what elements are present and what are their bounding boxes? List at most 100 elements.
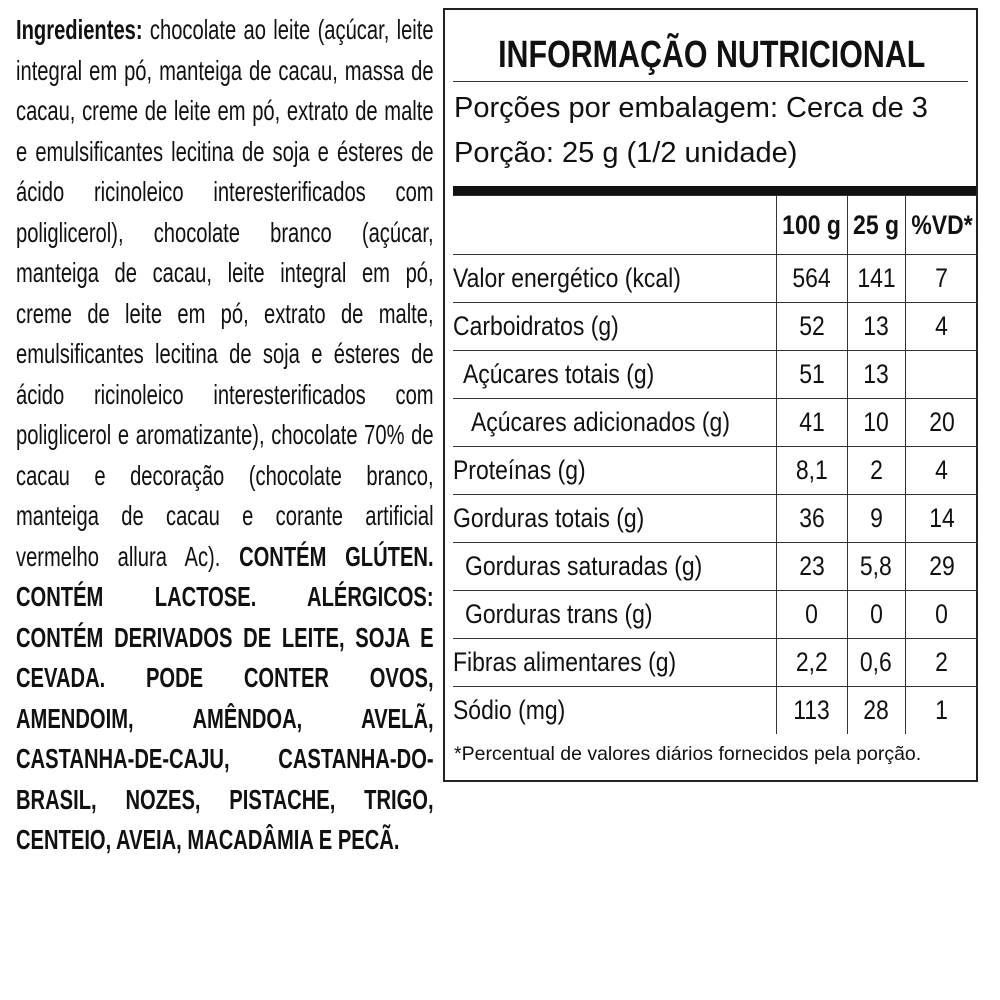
footnote: *Percentual de valores diários fornecido…	[454, 743, 922, 765]
label-cell: Proteínas (g)	[453, 446, 777, 495]
value-cell: 9	[846, 494, 906, 543]
nutrient-row: Gorduras totais (g) 36 9 14	[453, 494, 978, 543]
header-cell: 25 g	[846, 195, 906, 255]
value-cell: 0,6	[846, 638, 906, 687]
nutrition-table: 100 g 25 g %VD* Valor energético (kcal) 564 1…	[453, 195, 978, 734]
value-cell: 52	[775, 302, 848, 351]
nutrient-value: 0	[935, 599, 949, 629]
ingredients: Ingredientes: chocolate ao leite (açúcar…	[16, 10, 434, 861]
nutrient-row: Açúcares adicionados (g) 41 10 20	[453, 398, 978, 447]
nutrient-value: 13	[863, 359, 889, 389]
nutrient-value: 113	[793, 695, 830, 725]
value-cell: 1	[904, 686, 978, 734]
nutrient-name: Gorduras totais (g)	[453, 503, 645, 533]
nutrient-value: 14	[928, 503, 955, 533]
value-cell: 0	[904, 590, 978, 639]
nutrition-title: INFORMAÇÃO NUTRICIONAL	[498, 34, 926, 76]
value-cell: 0	[775, 590, 848, 639]
nutrient-value: 0	[805, 599, 818, 629]
value-cell: 29	[904, 542, 978, 591]
value-cell: 14	[904, 494, 978, 543]
label-cell: Gorduras trans (g)	[453, 590, 777, 639]
nutrient-value: 7	[935, 263, 949, 293]
value-cell: 10	[846, 398, 906, 447]
nutrient-row: Açúcares totais (g) 51 13	[453, 350, 978, 399]
nutrient-value: 36	[798, 503, 825, 533]
nutrient-name: Açúcares adicionados (g)	[471, 407, 730, 437]
label-cell: Gorduras saturadas (g)	[453, 542, 777, 591]
nutrient-name: Sódio (mg)	[453, 695, 566, 725]
nutrient-value: 9	[869, 503, 883, 533]
header-cell: %VD*	[904, 195, 978, 255]
nutrient-value: 20	[928, 407, 955, 437]
label-cell: Açúcares totais (g)	[453, 350, 777, 399]
value-cell: 564	[775, 254, 848, 303]
column-header: 100 g	[782, 209, 841, 240]
nutrient-name: Gorduras saturadas (g)	[465, 551, 703, 581]
nutrient-name: Gorduras trans (g)	[465, 599, 653, 629]
header-cell: 100 g	[775, 195, 848, 255]
value-cell: 28	[846, 686, 906, 734]
nutrient-name: Valor energético (kcal)	[453, 263, 681, 293]
nutrient-value: 10	[863, 407, 889, 437]
value-cell: 113	[775, 686, 848, 734]
value-cell: 13	[846, 302, 906, 351]
value-cell: 20	[904, 398, 978, 447]
nutrient-row: Proteínas (g) 8,1 2 4	[453, 446, 978, 495]
servings: Porções por embalagem: Cerca de 3	[454, 92, 928, 124]
value-cell: 7	[904, 254, 978, 303]
label-cell: Carboidratos (g)	[453, 302, 777, 351]
nutrient-value: 52	[798, 311, 825, 341]
label-cell: Açúcares adicionados (g)	[453, 398, 777, 447]
nutrient-row: Fibras alimentares (g) 2,2 0,6 2	[453, 638, 978, 687]
value-cell: 2,2	[775, 638, 848, 687]
header-row: 100 g 25 g %VD*	[453, 195, 978, 255]
value-cell: 2	[846, 446, 906, 495]
serving-size: Porção: 25 g (1/2 unidade)	[454, 137, 798, 169]
rule	[453, 81, 968, 82]
nutrient-value: 23	[798, 551, 825, 581]
nutrient-value: 5,8	[860, 551, 892, 581]
label-cell: Gorduras totais (g)	[453, 494, 777, 543]
value-cell: 0	[846, 590, 906, 639]
column-header: %VD*	[911, 209, 973, 240]
column-header: 25 g	[853, 209, 899, 240]
value-cell: 13	[846, 350, 906, 399]
value-cell: 4	[904, 302, 978, 351]
nutrient-value: 2,2	[795, 647, 828, 677]
nutrient-value: 1	[935, 695, 949, 725]
nutrient-value: 0,6	[860, 647, 892, 677]
nutrient-value: 2	[869, 455, 883, 485]
value-cell: 5,8	[846, 542, 906, 591]
nutrient-value: 29	[928, 551, 955, 581]
value-cell: 141	[846, 254, 906, 303]
nutrient-row: Gorduras saturadas (g) 23 5,8 29	[453, 542, 978, 591]
nutrient-value: 0	[869, 599, 883, 629]
nutrient-value: 4	[935, 311, 949, 341]
nutrient-value: 28	[863, 695, 889, 725]
nutrient-value: 13	[863, 311, 889, 341]
nutrient-value: 51	[798, 359, 825, 389]
nutrient-value: 41	[798, 407, 825, 437]
thick-rule	[453, 186, 976, 195]
value-cell: 4	[904, 446, 978, 495]
value-cell: 51	[775, 350, 848, 399]
nutrient-row: Gorduras trans (g) 0 0 0	[453, 590, 978, 639]
nutrient-value: 4	[935, 455, 949, 485]
value-cell: 8,1	[775, 446, 848, 495]
label-cell: Valor energético (kcal)	[453, 254, 777, 303]
nutrient-value: 141	[856, 263, 896, 293]
nutrient-name: Fibras alimentares (g)	[453, 647, 677, 677]
nutrient-name: Carboidratos (g)	[453, 311, 619, 341]
header-cell	[453, 195, 777, 255]
ingredients-text: chocolate ao leite (açúcar, leite integr…	[16, 14, 434, 572]
nutrient-value: 2	[935, 647, 949, 677]
value-cell: 23	[775, 542, 848, 591]
allergens: CONTÉM GLÚTEN. CONTÉM LACTOSE. ALÉRGICOS…	[16, 540, 434, 856]
nutrition-panel: INFORMAÇÃO NUTRICIONAL Porções por embal…	[443, 8, 978, 782]
nutrient-row: Sódio (mg) 113 28 1	[453, 686, 978, 734]
nutrient-value: 564	[792, 263, 831, 293]
nutrient-name: Açúcares totais (g)	[463, 359, 655, 389]
value-cell: 36	[775, 494, 848, 543]
